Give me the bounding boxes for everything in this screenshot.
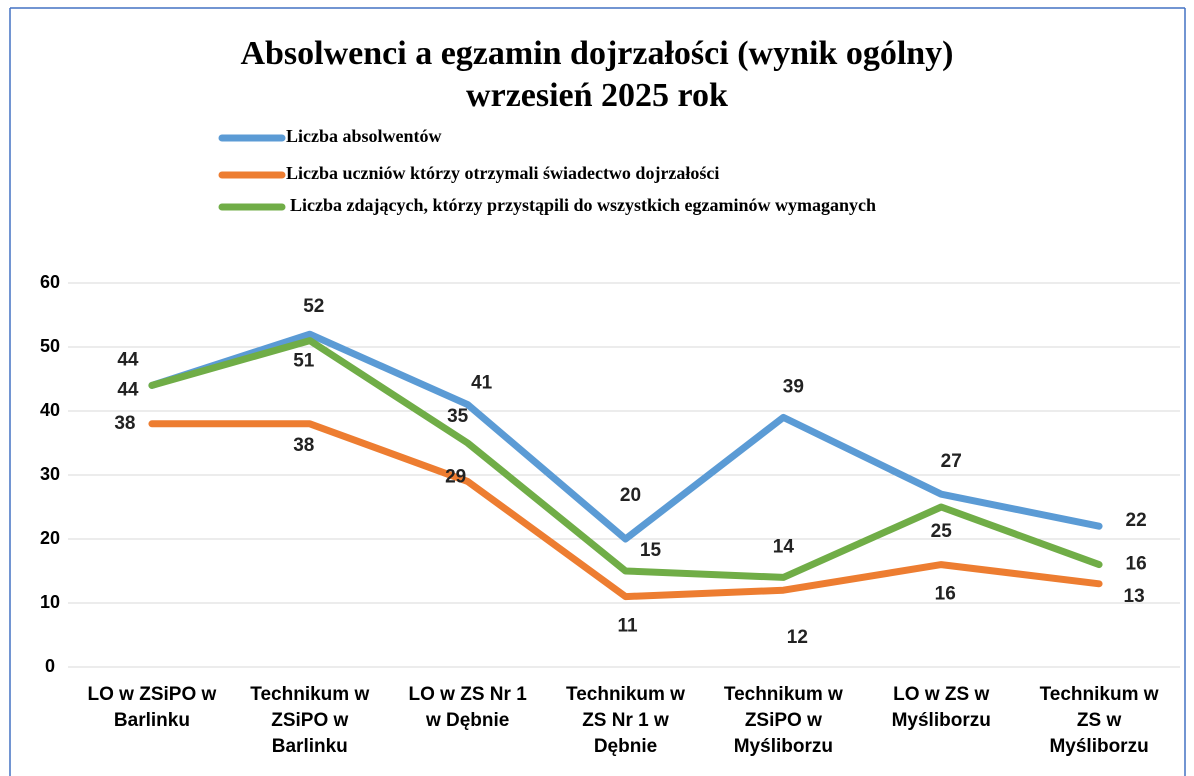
data-label: 38 bbox=[293, 435, 314, 456]
data-label: 44 bbox=[117, 349, 139, 370]
chart-title: Absolwenci a egzamin dojrzałości (wynik … bbox=[240, 35, 953, 72]
data-label: 51 bbox=[293, 351, 315, 372]
data-label: 29 bbox=[445, 466, 466, 487]
data-label: 16 bbox=[935, 584, 956, 605]
data-label: 44 bbox=[117, 379, 139, 400]
data-label: 14 bbox=[773, 536, 795, 557]
data-label: 41 bbox=[471, 373, 493, 394]
data-label: 25 bbox=[931, 521, 953, 542]
y-tick-label: 20 bbox=[40, 528, 60, 548]
data-label: 22 bbox=[1126, 510, 1147, 531]
legend-label: Liczba uczniów którzy otrzymali świadect… bbox=[286, 163, 719, 183]
x-tick-label: Technikum w ZS w Myśliborzu bbox=[1040, 684, 1159, 757]
data-label: 39 bbox=[783, 376, 804, 397]
y-tick-label: 30 bbox=[40, 464, 60, 484]
data-label: 52 bbox=[303, 296, 324, 317]
data-label: 13 bbox=[1124, 586, 1145, 607]
y-tick-label: 50 bbox=[40, 336, 60, 356]
series-line bbox=[148, 337, 1103, 581]
x-tick-label: Technikum w ZSiPO w Myśliborzu bbox=[724, 684, 843, 757]
data-label: 16 bbox=[1126, 554, 1147, 575]
x-tick-label: Technikum w ZS Nr 1 w Dębnie bbox=[566, 684, 685, 757]
y-tick-label: 0 bbox=[45, 656, 55, 676]
x-tick-label: Technikum w ZSiPO w Barlinku bbox=[250, 684, 369, 757]
series-line bbox=[148, 420, 1103, 601]
series-line bbox=[148, 330, 1103, 543]
y-tick-label: 10 bbox=[40, 592, 60, 612]
data-label: 11 bbox=[617, 616, 638, 637]
x-tick-label: LO w ZS w Myśliborzu bbox=[892, 684, 991, 731]
y-tick-label: 40 bbox=[40, 400, 60, 420]
chart-subtitle: wrzesień 2025 rok bbox=[466, 77, 728, 114]
data-label: 15 bbox=[640, 540, 662, 561]
data-label: 35 bbox=[447, 406, 469, 427]
data-label: 12 bbox=[787, 627, 808, 648]
y-tick-label: 60 bbox=[40, 272, 60, 292]
legend-label: Liczba zdających, którzy przystąpili do … bbox=[290, 195, 876, 215]
data-label: 27 bbox=[941, 451, 962, 472]
legend-label: Liczba absolwentów bbox=[286, 126, 442, 146]
data-label: 20 bbox=[620, 485, 641, 506]
data-label: 38 bbox=[114, 413, 135, 434]
x-tick-label: LO w ZSiPO w Barlinku bbox=[88, 684, 217, 731]
